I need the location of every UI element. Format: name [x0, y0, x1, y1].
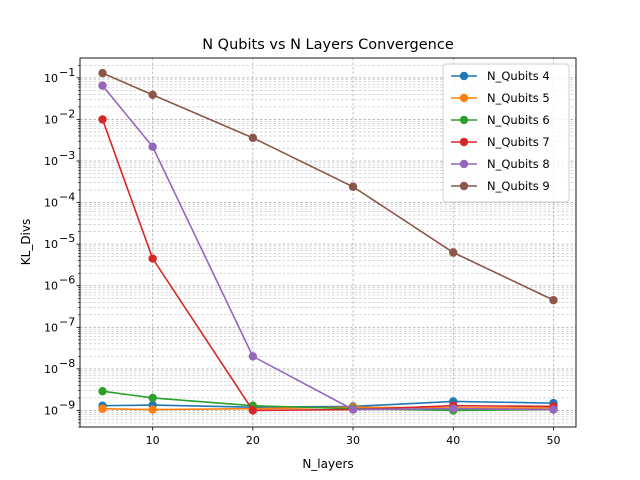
y-tick-exponent: −5 [59, 232, 75, 245]
data-point [348, 182, 358, 191]
y-tick-exponent: −9 [59, 398, 75, 411]
ticks: 10 −910 −810 −710 −610 −510 −410 −310 −210 −110 20… [44, 65, 560, 447]
series-line-4 [101, 119, 554, 412]
legend-label: N_Qubits 7 [487, 135, 550, 149]
data-point [348, 405, 358, 414]
legend-marker [459, 93, 469, 103]
x-axis-label: N_layers [302, 457, 353, 471]
legend-marker [459, 137, 469, 147]
y-tick-label: 10 [44, 197, 58, 210]
x-tick-label: 10 [146, 434, 160, 447]
series-line-3 [102, 390, 554, 412]
legend-marker [459, 115, 469, 125]
data-point [449, 248, 458, 257]
y-tick-label: 10 [44, 72, 58, 85]
legend-marker [459, 71, 469, 81]
x-tick-label: 50 [546, 434, 560, 447]
data-point [549, 295, 558, 305]
data-point [98, 404, 107, 413]
data-point [98, 81, 107, 90]
data-point [148, 90, 157, 100]
legend-marker [459, 181, 469, 191]
data-point [98, 387, 107, 396]
data-point [148, 254, 157, 263]
data-point [148, 142, 157, 151]
series-layer [98, 68, 558, 415]
x-tick-label: 40 [446, 434, 460, 447]
y-tick-label: 10 [44, 363, 58, 376]
plot-frame [79, 57, 577, 428]
chart-title: N Qubits vs N Layers Convergence [202, 37, 454, 53]
y-tick-exponent: −4 [59, 191, 75, 204]
y-tick-label: 10 [44, 280, 58, 293]
legend-label: N_Qubits 6 [487, 113, 550, 127]
data-point [148, 405, 157, 414]
y-axis-label: KL_Divs [19, 219, 33, 265]
legend-label: N_Qubits 8 [487, 157, 550, 171]
legend-label: N_Qubits 4 [487, 69, 550, 83]
y-tick-label: 10 [44, 238, 58, 251]
y-tick-label: 10 [44, 155, 58, 168]
data-point [549, 405, 558, 414]
legend-label: N_Qubits 5 [487, 91, 550, 105]
x-tick-label: 20 [246, 434, 260, 447]
y-tick-label: 10 [44, 321, 58, 334]
y-tick-exponent: −2 [59, 107, 75, 120]
series-line-6 [102, 72, 554, 301]
data-point [248, 352, 258, 361]
y-tick-exponent: −7 [59, 315, 75, 328]
grid [80, 58, 576, 428]
data-point [248, 406, 258, 415]
legend-marker [459, 159, 469, 169]
legend: N_Qubits 4 N_Qubits 5 N_Qubits 6 N_Qubits 7… [442, 63, 570, 203]
y-tick-exponent: −3 [59, 149, 75, 162]
x-tick-label: 30 [346, 434, 360, 447]
y-tick-exponent: −1 [59, 66, 75, 79]
legend-label: N_Qubits 9 [487, 179, 550, 193]
data-point [98, 68, 107, 78]
data-point [248, 133, 258, 143]
data-point [449, 404, 458, 413]
data-point [98, 115, 107, 124]
y-tick-exponent: −6 [59, 274, 75, 287]
y-tick-label: 10 [44, 113, 58, 126]
y-tick-exponent: −8 [59, 357, 75, 370]
data-point [148, 393, 157, 403]
y-tick-label: 10 [44, 404, 58, 417]
series-line-5 [101, 85, 554, 411]
